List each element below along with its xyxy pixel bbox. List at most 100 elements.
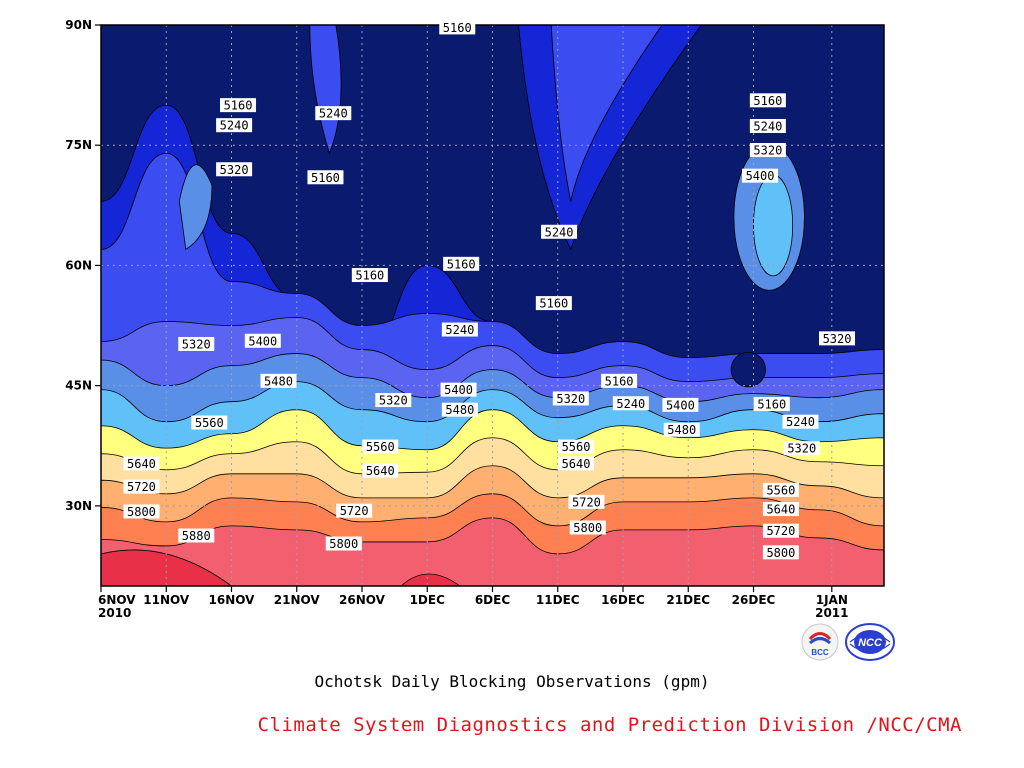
grid-layer [101,25,884,586]
contour-label: 5880 [178,528,215,543]
svg-text:5640: 5640 [562,457,591,471]
svg-text:5800: 5800 [573,521,602,535]
contour-label: 5640 [762,502,799,517]
blocking-high-core [753,174,794,277]
contour-label: 5560 [762,482,799,497]
contour-label: 5480 [663,422,700,437]
contour-label: 5240 [612,396,649,411]
svg-text:5800: 5800 [766,546,795,560]
contour-label: 5640 [558,456,595,471]
svg-text:5800: 5800 [329,537,358,551]
x-tick-label: 6NOV [98,593,136,607]
y-tick-label: 75N [65,138,92,152]
contour-label: 5400 [244,333,281,348]
svg-text:5320: 5320 [379,394,408,408]
contour-label: 5320 [178,336,215,351]
ncc-logo: NCC [845,623,895,661]
band-level-10 [101,517,884,586]
x-tick-label: 11NOV [143,593,190,607]
contour-labels: 5160 5240 5320 5240 5160 5160 5160 5160 5240 5160… [123,20,856,560]
svg-text:5400: 5400 [666,398,695,412]
contour-label: 5240 [216,118,253,133]
contour-label: 5320 [216,162,253,177]
contour-label: 5720 [762,523,799,538]
contour-label: 5800 [325,536,362,551]
x-tick-label: 6DEC [475,593,511,607]
contour-label: 5720 [336,503,373,518]
svg-text:5480: 5480 [264,374,293,388]
svg-text:5800: 5800 [127,505,156,519]
svg-text:5160: 5160 [355,269,384,283]
svg-text:5240: 5240 [220,119,249,133]
contour-label: 5160 [307,170,344,185]
cutoff-low-dec [730,351,766,388]
x-tick-label: 16DEC [601,593,645,607]
contour-label: 5640 [123,456,160,471]
svg-text:5160: 5160 [224,99,253,113]
contour-label: 5240 [441,322,478,337]
contour-label: 5320 [552,391,589,406]
credit-line: Climate System Diagnostics and Predictio… [257,714,962,736]
svg-text:5320: 5320 [753,144,782,158]
svg-text:5560: 5560 [366,440,395,454]
chart-title: Ochotsk Daily Blocking Observations (gpm… [314,672,710,691]
contour-label: 5240 [315,106,352,121]
svg-text:5160: 5160 [605,374,634,388]
svg-text:5320: 5320 [787,442,816,456]
x-tick-label: 11DEC [536,593,580,607]
svg-text:5320: 5320 [556,392,585,406]
contour-label: 5240 [541,224,578,239]
x-tick-label: 1DEC [410,593,446,607]
svg-text:5240: 5240 [319,107,348,121]
x-tick-label: 16NOV [209,593,256,607]
contour-label: 5160 [535,296,572,311]
contour-label: 5800 [123,504,160,519]
x-tick-year: 2010 [98,606,131,620]
logos: BCC NCC [800,622,896,662]
contour-label: 5320 [375,393,412,408]
contour-label: 5160 [749,93,786,108]
contour-label: 5400 [742,168,779,183]
svg-text:5320: 5320 [182,337,211,351]
y-tick-label: 60N [65,258,92,272]
svg-text:5160: 5160 [443,21,472,35]
contour-label: 5160 [351,268,388,283]
y-tick-label: 45N [65,379,92,393]
contour-label: 5560 [558,439,595,454]
contour-label: 5800 [762,545,799,560]
y-tick-label: 30N [65,499,92,513]
contour-label: 5560 [191,415,228,430]
contour-label: 5160 [601,373,638,388]
svg-text:5240: 5240 [545,225,574,239]
svg-text:5720: 5720 [766,524,795,538]
contour-label: 5560 [362,439,399,454]
svg-text:5320: 5320 [823,332,852,346]
y-tick-label: 90N [65,18,92,32]
contour-label: 5640 [362,463,399,478]
bcc-logo: BCC [801,623,839,661]
svg-text:5640: 5640 [766,503,795,517]
svg-text:5240: 5240 [786,415,815,429]
svg-text:5880: 5880 [182,529,211,543]
svg-text:BCC: BCC [811,648,829,657]
contour-label: 5160 [439,20,476,35]
contour-label: 5240 [782,414,819,429]
contour-label: 5320 [819,331,856,346]
contour-label: 5720 [568,494,605,509]
svg-text:5480: 5480 [667,423,696,437]
svg-text:5560: 5560 [195,416,224,430]
contour-label: 5720 [123,479,160,494]
svg-text:5160: 5160 [311,171,340,185]
x-tick-label: 1JAN [816,593,848,607]
svg-text:5640: 5640 [366,464,395,478]
svg-text:5400: 5400 [746,169,775,183]
contour-label: 5400 [662,397,699,412]
contour-label: 5160 [443,256,480,271]
svg-text:NCC: NCC [858,637,883,649]
svg-text:5400: 5400 [248,334,277,348]
contour-label: 5480 [260,373,297,388]
svg-text:5560: 5560 [766,483,795,497]
contour-label: 5320 [783,441,820,456]
svg-text:5320: 5320 [220,163,249,177]
